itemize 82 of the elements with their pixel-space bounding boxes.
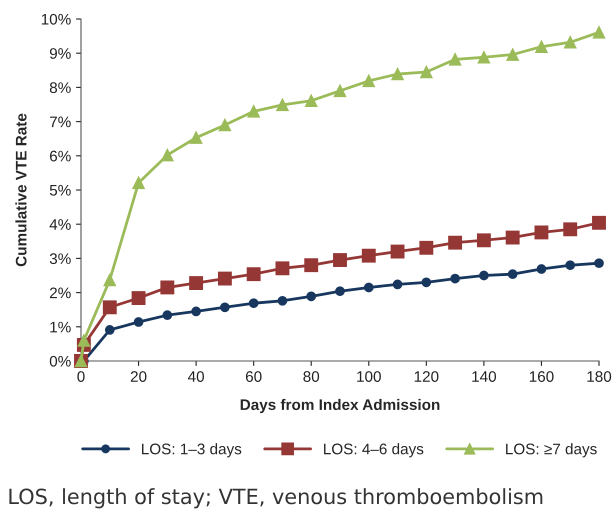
point [506, 230, 520, 244]
point [191, 306, 201, 316]
y-tick-label: 5% [50, 184, 71, 196]
y-tick-label: 3% [50, 253, 71, 264]
y-tick-label: 10% [42, 14, 71, 25]
point [506, 48, 519, 61]
point [592, 216, 606, 230]
x-tick-label: 60 [246, 371, 262, 382]
x-tick-label: 120 [414, 371, 438, 382]
point [565, 260, 576, 270]
point [563, 222, 578, 236]
point [534, 225, 548, 240]
point [248, 298, 259, 308]
x-tick-label: 80 [303, 371, 320, 382]
point [247, 105, 260, 118]
point [134, 317, 144, 327]
point [479, 270, 489, 280]
y-tick-label: 2% [50, 287, 71, 298]
point [306, 292, 316, 302]
point [362, 248, 376, 263]
text: LOS, length of stay; VTE, venous thromboembolism [9, 488, 542, 508]
point [132, 176, 145, 190]
point [218, 118, 232, 132]
point [276, 98, 289, 112]
x-tick-label: 100 [357, 371, 381, 382]
y-axis-title: Cumulative VTE Rate [15, 114, 27, 266]
legend-label: LOS: 1–3 days [142, 443, 242, 458]
point [392, 280, 402, 290]
point [333, 253, 347, 268]
point [508, 269, 518, 279]
point [594, 258, 604, 268]
point [421, 277, 432, 288]
point [448, 236, 462, 250]
x-axis-title: Days from Index Admission [240, 398, 440, 414]
point [362, 74, 376, 88]
point [102, 300, 117, 314]
point [220, 302, 230, 312]
point [391, 68, 404, 80]
point [476, 233, 491, 248]
x-tick-label: 0 [77, 371, 85, 382]
point [304, 94, 318, 107]
point [104, 325, 115, 335]
point [419, 240, 434, 255]
point [334, 84, 346, 98]
point [78, 334, 90, 347]
point [276, 261, 290, 276]
x-tick-label: 160 [530, 371, 554, 382]
x-tick-label: 140 [472, 371, 496, 382]
point [246, 267, 261, 282]
point [420, 66, 433, 78]
point [535, 40, 548, 53]
point [536, 264, 546, 274]
point [162, 310, 172, 320]
point [104, 274, 116, 286]
point [190, 131, 202, 144]
y-tick-label: 9% [50, 48, 71, 59]
point [448, 53, 462, 66]
point [189, 276, 204, 290]
x-tick-label: 20 [130, 371, 146, 382]
point [335, 286, 345, 296]
y-tick-label: 4% [50, 219, 71, 230]
point [364, 282, 374, 292]
point [450, 274, 460, 284]
y-tick-label: 0% [50, 356, 71, 367]
y-tick-label: 7% [50, 116, 71, 128]
x-tick-label: 40 [188, 371, 204, 382]
point [160, 280, 174, 294]
y-tick-label: 6% [50, 150, 71, 162]
point [132, 291, 146, 306]
y-tick-label: 1% [50, 322, 71, 332]
point [304, 258, 318, 272]
point [564, 36, 576, 49]
point [278, 296, 288, 306]
x-tick-label: 180 [587, 371, 612, 382]
point [218, 272, 232, 286]
y-tick-label: 8% [50, 82, 71, 94]
point [390, 244, 404, 259]
point [478, 51, 490, 64]
point [161, 148, 174, 162]
point [592, 26, 606, 39]
legend-label: LOS: ≥7 days [506, 443, 597, 458]
legend-label: LOS: 4–6 days [324, 443, 424, 458]
